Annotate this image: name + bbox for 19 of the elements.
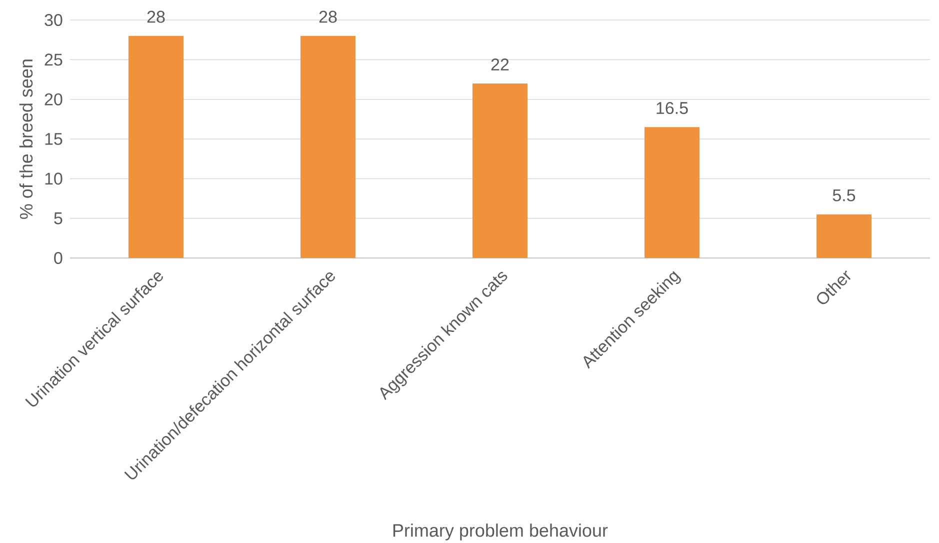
y-axis-title: % of the breed seen [19, 60, 33, 219]
bar [644, 127, 700, 258]
x-axis-title: Primary problem behaviour [393, 524, 608, 540]
bar [472, 83, 528, 258]
y-tick-label: 15 [45, 133, 62, 145]
y-tick-label: 20 [44, 93, 62, 106]
y-tick-label: 5 [54, 212, 62, 224]
bar [300, 36, 356, 258]
y-tick-label: 30 [44, 14, 62, 26]
bar [128, 36, 184, 258]
y-tick-label: 10 [45, 172, 62, 185]
y-tick-label: 25 [44, 54, 62, 66]
data-label: 22 [491, 58, 509, 70]
data-label: 28 [147, 10, 165, 23]
y-tick-label: 0 [54, 252, 62, 264]
data-label: 16.5 [656, 102, 688, 114]
data-label: 5.5 [832, 189, 856, 202]
data-label: 28 [319, 10, 337, 23]
bar [816, 214, 872, 258]
